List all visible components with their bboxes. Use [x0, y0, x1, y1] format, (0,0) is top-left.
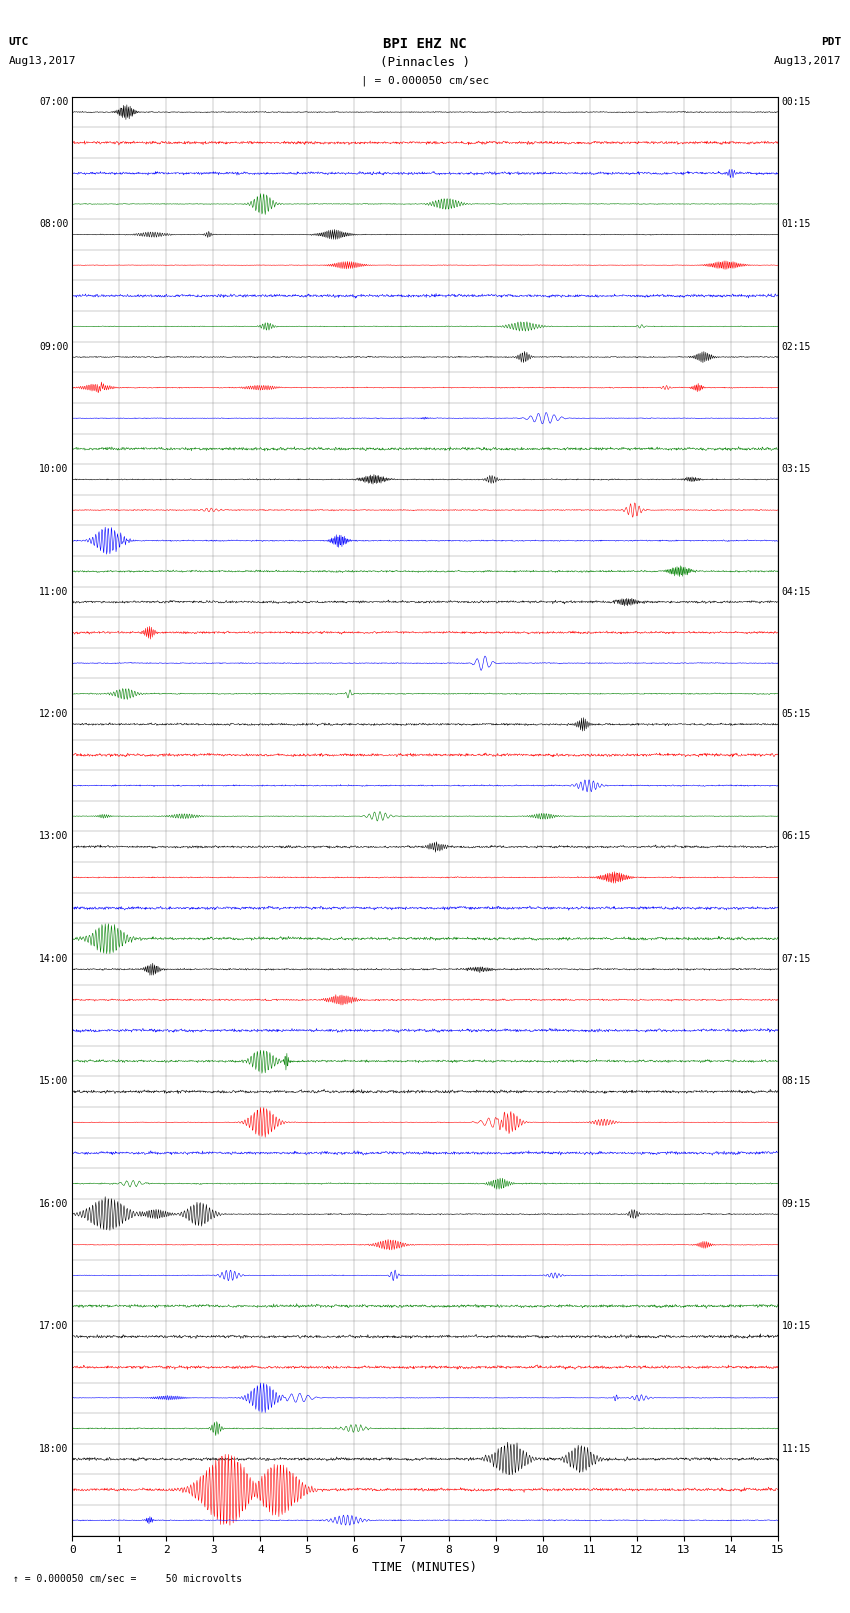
Text: 03:15: 03:15 [781, 465, 811, 474]
Text: PDT: PDT [821, 37, 842, 47]
Text: 06:15: 06:15 [781, 831, 811, 842]
Text: 08:15: 08:15 [781, 1076, 811, 1087]
Text: 09:00: 09:00 [39, 342, 69, 352]
Text: 11:00: 11:00 [39, 587, 69, 597]
Text: 02:15: 02:15 [781, 342, 811, 352]
Text: Aug13,2017: Aug13,2017 [8, 56, 76, 66]
Text: 10:15: 10:15 [781, 1321, 811, 1331]
Text: 00:15: 00:15 [781, 97, 811, 106]
Text: 15:00: 15:00 [39, 1076, 69, 1087]
Text: (Pinnacles ): (Pinnacles ) [380, 56, 470, 69]
X-axis label: TIME (MINUTES): TIME (MINUTES) [372, 1561, 478, 1574]
Text: 10:00: 10:00 [39, 465, 69, 474]
Text: Aug13,2017: Aug13,2017 [774, 56, 842, 66]
Text: 18:00: 18:00 [39, 1444, 69, 1453]
Text: 08:00: 08:00 [39, 219, 69, 229]
Text: 11:15: 11:15 [781, 1444, 811, 1453]
Text: UTC: UTC [8, 37, 29, 47]
Text: 17:00: 17:00 [39, 1321, 69, 1331]
Text: 07:00: 07:00 [39, 97, 69, 106]
Text: 01:15: 01:15 [781, 219, 811, 229]
Text: 12:00: 12:00 [39, 710, 69, 719]
Text: 04:15: 04:15 [781, 587, 811, 597]
Text: 07:15: 07:15 [781, 953, 811, 965]
Text: 16:00: 16:00 [39, 1198, 69, 1208]
Text: ↑ = 0.000050 cm/sec =     50 microvolts: ↑ = 0.000050 cm/sec = 50 microvolts [13, 1574, 242, 1584]
Text: 05:15: 05:15 [781, 710, 811, 719]
Text: 09:15: 09:15 [781, 1198, 811, 1208]
Text: 14:00: 14:00 [39, 953, 69, 965]
Text: | = 0.000050 cm/sec: | = 0.000050 cm/sec [361, 76, 489, 87]
Text: 13:00: 13:00 [39, 831, 69, 842]
Text: BPI EHZ NC: BPI EHZ NC [383, 37, 467, 52]
